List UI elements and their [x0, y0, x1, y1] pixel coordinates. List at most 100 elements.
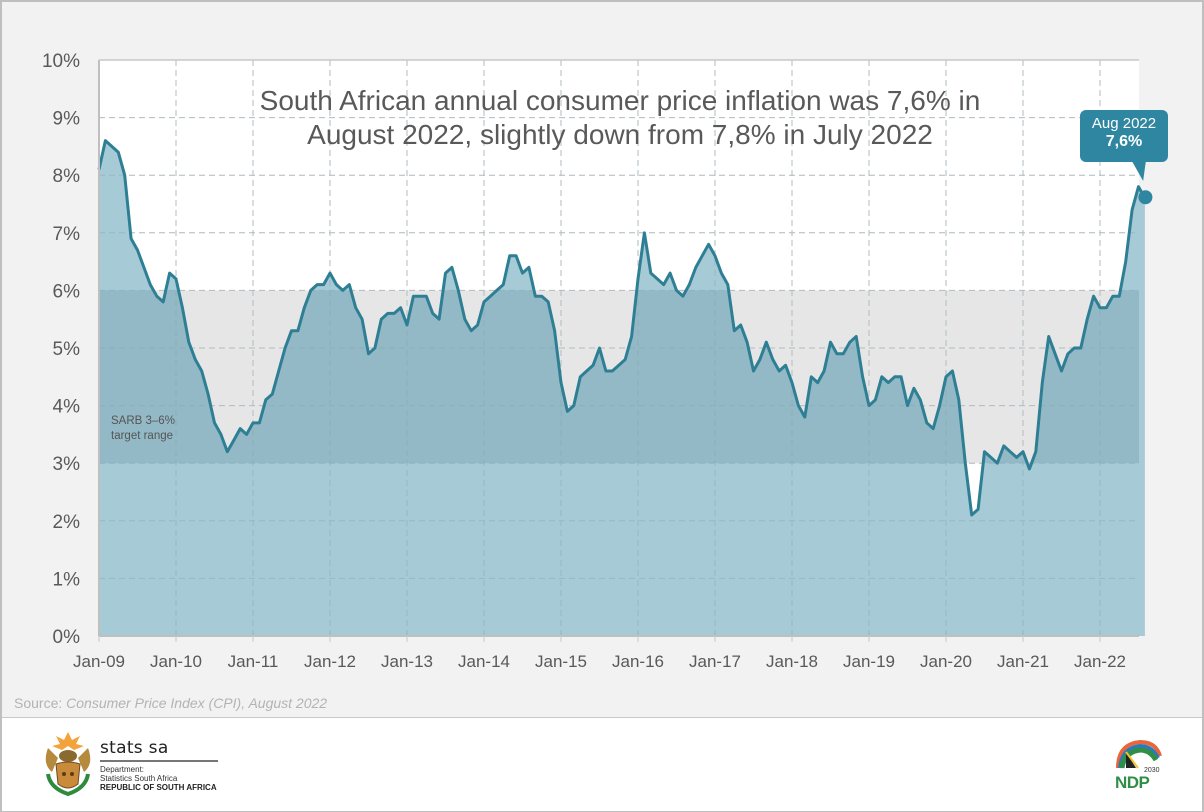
data-point — [238, 427, 242, 431]
data-point — [456, 288, 460, 292]
data-point — [200, 369, 204, 373]
data-point — [334, 283, 338, 287]
data-point — [970, 513, 974, 517]
data-point — [148, 283, 152, 287]
data-point — [1072, 346, 1076, 350]
data-point — [168, 271, 172, 275]
data-point — [296, 329, 300, 333]
data-point — [1124, 260, 1128, 264]
data-point — [630, 335, 634, 339]
x-tick-label: Jan-11 — [228, 652, 279, 671]
title-line-1: South African annual consumer price infl… — [259, 85, 981, 116]
x-tick-label: Jan-20 — [920, 652, 972, 671]
data-point — [745, 340, 749, 344]
data-point — [1027, 467, 1031, 471]
data-point — [360, 317, 364, 321]
title-line-2: August 2022, slightly down from 7,8% in … — [307, 119, 933, 150]
data-point — [540, 294, 544, 298]
x-tick-label: Jan-14 — [458, 652, 510, 671]
y-tick-label: 10% — [42, 51, 80, 72]
data-point — [302, 306, 306, 310]
data-point — [219, 432, 223, 436]
data-point — [533, 294, 537, 298]
data-point — [912, 386, 916, 390]
data-point — [180, 306, 184, 310]
inflation-line — [97, 139, 1147, 517]
data-point — [347, 283, 351, 287]
data-point — [848, 340, 852, 344]
x-tick-label: Jan-19 — [843, 652, 895, 671]
data-point — [193, 358, 197, 362]
data-point — [411, 294, 415, 298]
y-tick-label: 4% — [53, 397, 81, 418]
data-point — [687, 283, 691, 287]
data-point — [1047, 335, 1051, 339]
data-point — [418, 294, 422, 298]
data-point — [822, 369, 826, 373]
data-point — [399, 306, 403, 310]
data-point — [116, 150, 120, 154]
data-point — [963, 461, 967, 465]
data-point — [803, 415, 807, 419]
data-point — [1008, 450, 1012, 454]
data-point — [110, 144, 114, 148]
data-point — [546, 300, 550, 304]
data-point — [1085, 317, 1089, 321]
data-point — [1040, 381, 1044, 385]
data-point — [835, 352, 839, 356]
data-point — [341, 288, 345, 292]
data-point — [989, 455, 993, 459]
data-point — [521, 271, 525, 275]
data-point — [142, 265, 146, 269]
data-point — [950, 369, 954, 373]
data-point — [841, 352, 845, 356]
data-point — [617, 363, 621, 367]
data-point — [136, 248, 140, 252]
x-tick-label: Jan-21 — [997, 652, 1049, 671]
data-point — [469, 329, 473, 333]
data-point — [565, 409, 569, 413]
data-point — [591, 363, 595, 367]
ndp-2030-logo-icon: 2030 NDP — [1115, 739, 1162, 790]
data-point — [1137, 185, 1141, 189]
data-point — [315, 283, 319, 287]
data-point — [675, 288, 679, 292]
data-point — [739, 323, 743, 327]
data-point — [880, 375, 884, 379]
x-tick-labels: Jan-09 Jan-10 Jan-11 Jan-12 Jan-13 Jan-14 Jan-… — [73, 636, 1126, 671]
data-point — [553, 329, 557, 333]
x-tick-label: Jan-16 — [612, 652, 664, 671]
data-point — [983, 450, 987, 454]
x-tick-label: Jan-15 — [535, 652, 587, 671]
data-point — [424, 294, 428, 298]
data-point — [1079, 346, 1083, 350]
data-point — [662, 283, 666, 287]
data-point — [501, 283, 505, 287]
latest-point-marker[interactable] — [1138, 190, 1153, 205]
target-band-overlay — [99, 290, 1139, 464]
data-point — [944, 375, 948, 379]
data-point — [277, 369, 281, 373]
data-point — [809, 375, 813, 379]
target-band-label-line-2: target range — [111, 430, 174, 442]
data-point — [610, 369, 614, 373]
data-point — [604, 369, 608, 373]
target-band-label: SARB 3–6% target range — [111, 414, 175, 444]
data-point — [437, 317, 441, 321]
data-point — [367, 352, 371, 356]
data-point — [514, 254, 518, 258]
data-point — [213, 421, 217, 425]
x-tick-label: Jan-18 — [766, 652, 818, 671]
x-tick-label: Jan-13 — [381, 652, 433, 671]
data-point — [1117, 294, 1121, 298]
stats-sa-dept-line-2: Statistics South Africa — [100, 774, 178, 783]
data-point — [585, 369, 589, 373]
y-tick-label: 7% — [53, 224, 81, 245]
data-point — [283, 346, 287, 350]
data-point — [796, 404, 800, 408]
data-point — [1066, 352, 1070, 356]
data-point — [251, 421, 255, 425]
data-point — [976, 507, 980, 511]
y-tick-label: 1% — [53, 569, 81, 590]
ndp-text: NDP — [1115, 773, 1150, 790]
